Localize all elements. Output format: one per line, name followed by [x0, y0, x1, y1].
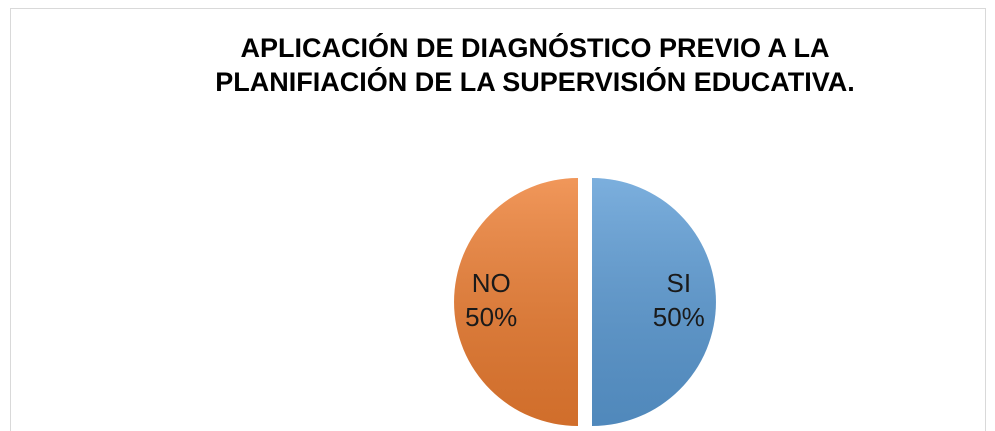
- slice-value-label: 50%: [653, 302, 705, 332]
- slice-shade: [454, 178, 578, 426]
- chart-title: PLANIFIACIÓN DE LA SUPERVISIÓN EDUCATIVA…: [215, 66, 855, 97]
- slice-shade: [592, 178, 716, 426]
- chart-title: APLICACIÓN DE DIAGNÓSTICO PREVIO A LA: [240, 32, 829, 63]
- slice-category-label: SI: [667, 268, 692, 298]
- slice-category-label: NO: [472, 268, 511, 298]
- slice-value-label: 50%: [465, 302, 517, 332]
